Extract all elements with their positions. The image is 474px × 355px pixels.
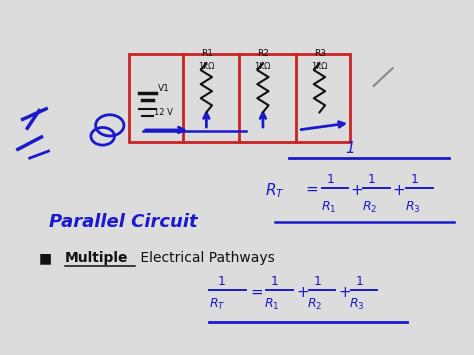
Text: $R_T$: $R_T$ [209, 297, 225, 312]
Text: Electrical Pathways: Electrical Pathways [136, 251, 274, 265]
Text: =: = [305, 181, 318, 196]
Text: 1: 1 [327, 173, 335, 186]
Text: +: + [350, 183, 363, 198]
Text: $R_3$: $R_3$ [405, 200, 420, 215]
Text: $R_T$: $R_T$ [265, 181, 285, 200]
Text: Parallel Circuit: Parallel Circuit [48, 213, 197, 231]
Text: +: + [296, 285, 309, 300]
Bar [128, 54, 350, 142]
Text: 1kΩ: 1kΩ [198, 62, 215, 71]
Text: R2: R2 [257, 49, 269, 58]
Text: $R_1$: $R_1$ [321, 200, 336, 215]
Text: $R_2$: $R_2$ [362, 200, 378, 215]
Text: 12 V: 12 V [154, 108, 173, 117]
Text: 1: 1 [368, 173, 376, 186]
Text: 1: 1 [217, 275, 225, 288]
Text: ■: ■ [39, 251, 52, 265]
Text: Multiple: Multiple [65, 251, 128, 265]
Text: 1: 1 [313, 275, 321, 288]
Text: 1: 1 [410, 173, 418, 186]
Text: R3: R3 [314, 49, 326, 58]
Text: 1: 1 [346, 141, 355, 156]
Text: =: = [250, 285, 263, 300]
Text: R1: R1 [201, 49, 213, 58]
Text: V1: V1 [158, 83, 170, 93]
Text: +: + [338, 285, 351, 300]
Text: $R_3$: $R_3$ [349, 297, 365, 312]
Text: 1: 1 [356, 275, 364, 288]
Text: $R_2$: $R_2$ [307, 297, 322, 312]
Text: 1kΩ: 1kΩ [255, 62, 271, 71]
Text: 1kΩ: 1kΩ [311, 62, 328, 71]
Text: +: + [392, 183, 405, 198]
Text: $R_1$: $R_1$ [264, 297, 280, 312]
Text: 1: 1 [271, 275, 279, 288]
